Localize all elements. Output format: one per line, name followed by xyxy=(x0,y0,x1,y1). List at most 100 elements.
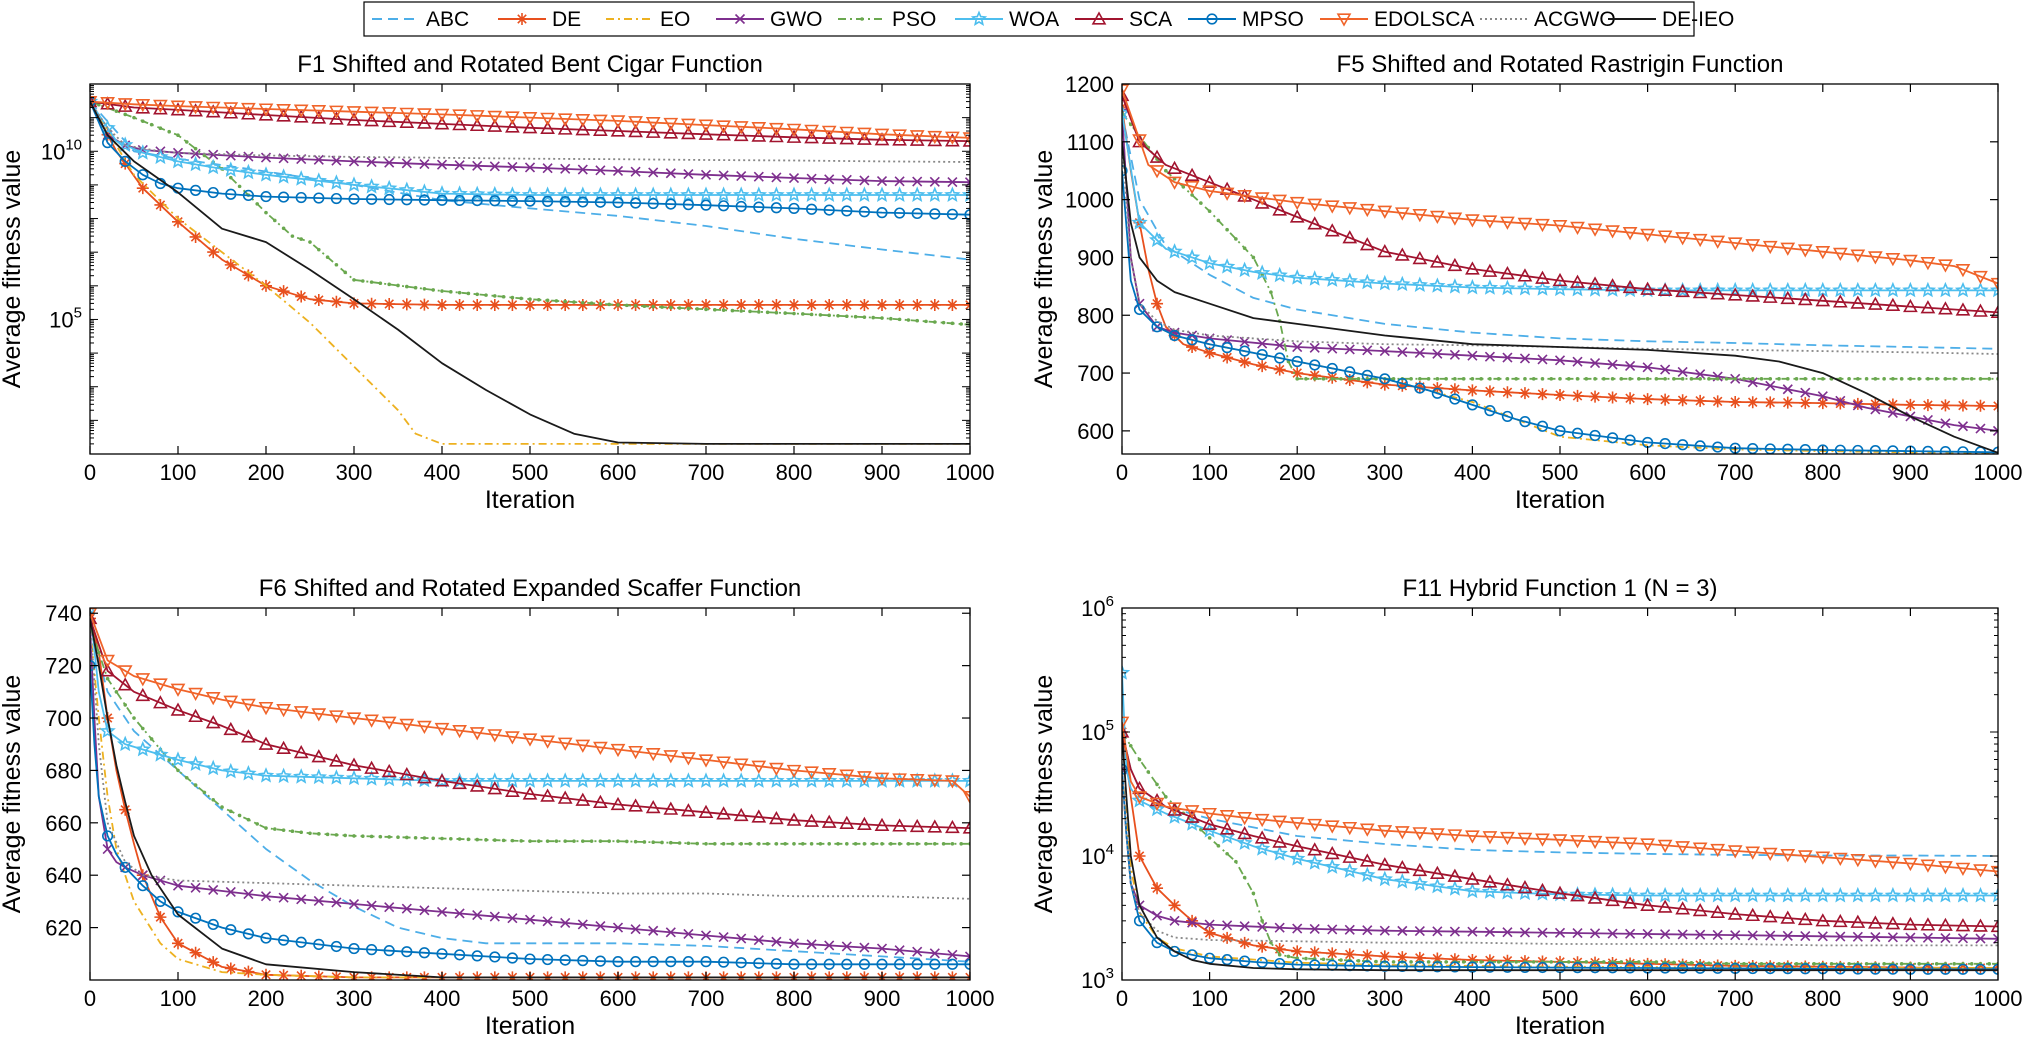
series-marker-pso xyxy=(1987,962,1992,966)
series-marker-edolsca xyxy=(681,118,696,132)
series-marker-mpso xyxy=(242,928,254,940)
series-marker-edolsca xyxy=(346,106,362,120)
series-marker-edolsca xyxy=(1692,233,1708,248)
series-marker-gwo xyxy=(1432,348,1443,359)
series-marker-pso xyxy=(1286,954,1291,959)
series-marker-de xyxy=(1151,297,1164,310)
series-marker-mpso xyxy=(401,194,413,206)
series-marker-pso xyxy=(396,835,400,840)
series-marker-pso xyxy=(827,313,831,318)
series-marker-mpso xyxy=(1694,962,1706,974)
series-marker-mpso xyxy=(1764,962,1776,975)
series-marker-de xyxy=(295,290,308,303)
series-marker-de xyxy=(1781,396,1794,409)
series-marker-pso xyxy=(1637,960,1641,964)
legend-marker-mpso xyxy=(1206,13,1218,25)
series-marker-de xyxy=(1904,398,1917,411)
series-marker-pso xyxy=(114,109,119,114)
series-marker-pso xyxy=(1496,960,1501,964)
series-marker-pso xyxy=(915,841,919,846)
series-marker-de xyxy=(682,298,695,311)
series-marker-gwo xyxy=(700,169,712,180)
series-marker-mpso xyxy=(278,191,290,203)
series-line-acgwo xyxy=(90,618,970,900)
series-marker-edolsca xyxy=(188,687,203,702)
series-marker-pso xyxy=(220,805,224,809)
series-marker-pso xyxy=(1715,377,1720,381)
series-marker-mpso xyxy=(946,208,959,220)
series-marker-pso xyxy=(352,834,356,838)
series-marker-woa xyxy=(1726,886,1744,903)
y-tick-label: 620 xyxy=(45,916,82,941)
series-marker-sca xyxy=(1149,792,1165,807)
series-marker-de xyxy=(1659,958,1672,971)
series-marker-gwo xyxy=(225,886,236,898)
series-marker-sca xyxy=(716,127,731,141)
series-marker-de xyxy=(1746,396,1759,409)
series-marker-de xyxy=(1711,395,1724,408)
series-marker-de xyxy=(1273,943,1286,956)
series-marker-mpso xyxy=(1519,961,1531,973)
series-marker-pso xyxy=(1269,290,1273,294)
series-marker-pso xyxy=(1418,377,1422,381)
series-marker-sca xyxy=(1359,853,1375,867)
series-marker-pso xyxy=(1952,962,1956,966)
series-marker-de xyxy=(1939,399,1952,412)
x-tick-label: 500 xyxy=(512,460,549,485)
legend-label: PSO xyxy=(892,8,936,31)
series-marker-sca xyxy=(1132,780,1147,795)
series-marker-gwo xyxy=(1712,929,1723,940)
series-marker-pso xyxy=(871,841,875,846)
series-marker-gwo xyxy=(401,158,412,169)
series-marker-sca xyxy=(1903,298,1918,313)
series-marker-edolsca xyxy=(1517,217,1533,231)
series-marker-woa xyxy=(627,772,644,788)
series-marker-mpso xyxy=(225,924,237,936)
series-marker-pso xyxy=(519,296,523,301)
series-marker-gwo xyxy=(1397,346,1408,358)
series-marker-pso xyxy=(510,838,515,843)
series-marker-pso xyxy=(713,307,717,312)
series-marker-woa xyxy=(1972,281,1989,298)
x-tick-label: 100 xyxy=(160,986,197,1011)
series-marker-pso xyxy=(1672,377,1676,381)
series-marker-edolsca xyxy=(1815,851,1831,865)
series-marker-sca xyxy=(733,807,749,822)
series-marker-sca xyxy=(329,753,344,767)
series-marker-de xyxy=(1729,959,1742,972)
series-marker-sca xyxy=(117,677,133,691)
series-marker-sca xyxy=(1885,297,1901,312)
series-marker-pso xyxy=(642,840,647,844)
series-marker-mpso xyxy=(313,192,325,204)
series-marker-gwo xyxy=(1625,360,1636,371)
series-marker-mpso xyxy=(612,956,624,968)
series-marker-edolsca xyxy=(311,105,327,119)
series-marker-woa xyxy=(539,186,556,202)
series-marker-de xyxy=(1518,387,1531,400)
series-marker-pso xyxy=(1899,962,1904,966)
series-marker-sca xyxy=(223,105,239,119)
series-marker-gwo xyxy=(1922,932,1933,943)
series-marker-pso xyxy=(827,841,831,846)
series-marker-edolsca xyxy=(1237,812,1252,826)
series-marker-pso xyxy=(809,841,814,846)
series-marker-edolsca xyxy=(1500,216,1515,230)
series-marker-sca xyxy=(434,116,450,130)
series-marker-gwo xyxy=(1554,927,1566,938)
series-marker-pso xyxy=(431,288,436,292)
series-marker-pso xyxy=(581,300,585,305)
series-marker-sca xyxy=(1500,877,1515,891)
legend-item-edolsca: EDOLSCA xyxy=(1320,8,1474,31)
series-marker-de xyxy=(911,298,924,311)
series-line-mpso xyxy=(90,665,970,966)
series-marker-mpso xyxy=(1168,329,1181,342)
series-marker-sca xyxy=(1990,304,1998,318)
series-marker-sca xyxy=(1885,916,1901,930)
series-marker-pso xyxy=(361,279,365,283)
series-marker-edolsca xyxy=(1289,196,1305,211)
x-axis-label: Iteration xyxy=(485,486,575,514)
series-marker-de xyxy=(1308,946,1321,959)
series-marker-mpso xyxy=(841,205,853,217)
series-marker-gwo xyxy=(612,922,624,933)
series-marker-sca xyxy=(804,130,819,144)
